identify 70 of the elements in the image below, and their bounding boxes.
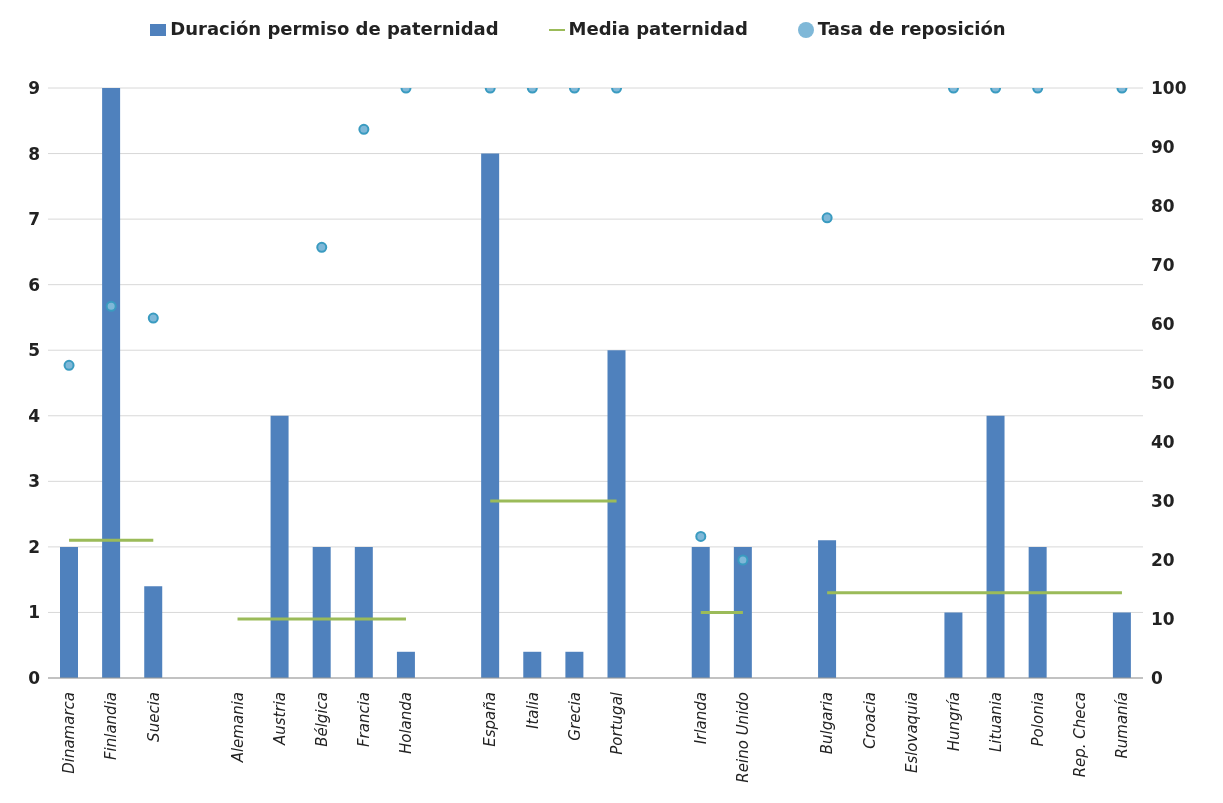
x-tick-label: Bulgaria (818, 692, 837, 755)
point (105, 300, 117, 312)
x-tick-label: Austria (270, 692, 289, 746)
y-tick-label: 3 (28, 471, 40, 492)
bar (354, 546, 373, 678)
x-tick-label: Lituania (986, 692, 1005, 752)
x-tick-label: Portugal (607, 691, 626, 755)
bar (60, 546, 78, 678)
y2-tick-label: 50 (1151, 373, 1175, 394)
y-tick-label: 6 (28, 274, 40, 295)
legend-label: Duración permiso de paternidad (170, 18, 499, 39)
y2-tick-label: 30 (1151, 491, 1175, 512)
x-tick-label: Irlanda (692, 692, 711, 745)
bar (270, 415, 289, 678)
bar (733, 546, 752, 678)
x-tick-label: Polonia (1028, 692, 1047, 747)
y-tick-label: 0 (28, 668, 41, 689)
x-tick-label: Bélgica (313, 692, 331, 747)
point (316, 241, 328, 253)
bar (396, 651, 415, 678)
x-tick-label: Grecia (565, 692, 584, 741)
y-tick-label: 5 (28, 340, 40, 361)
bar (607, 350, 626, 678)
x-tick-label: Francia (355, 692, 374, 748)
legend-label: Tasa de reposición (817, 18, 1006, 39)
bar (312, 546, 331, 678)
bar (691, 546, 710, 678)
x-tick-label: España (481, 692, 500, 747)
point (147, 312, 159, 324)
y-tick-label: 1 (28, 602, 40, 623)
legend-label: Media paternidad (568, 18, 748, 39)
bar (481, 153, 500, 678)
y2-tick-label: 20 (1151, 550, 1175, 571)
x-tick-label: Eslovaquia (902, 692, 921, 774)
x-tick-label: Hungría (944, 692, 963, 752)
bar (523, 651, 542, 678)
y2-tick-label: 80 (1151, 196, 1175, 217)
bar (944, 612, 963, 678)
bar (818, 540, 837, 678)
y2-tick-label: 40 (1151, 432, 1175, 453)
x-tick-label: Alemania (228, 692, 247, 764)
bar (1112, 612, 1131, 678)
bar (102, 88, 121, 678)
x-tick-label: Dinamarca (60, 692, 79, 774)
y2-tick-label: 0 (1151, 668, 1163, 689)
y-tick-label: 2 (28, 536, 40, 557)
point (821, 212, 833, 224)
y-tick-label: 7 (28, 209, 40, 230)
point (63, 359, 75, 371)
y2-tick-label: 90 (1151, 137, 1175, 158)
y-tick-label: 9 (28, 78, 40, 99)
y-tick-label: 4 (28, 405, 41, 426)
y2-tick-label: 10 (1151, 609, 1175, 630)
y2-tick-label: 60 (1151, 314, 1175, 335)
y2-tick-label: 100 (1151, 78, 1187, 99)
x-tick-label: Rep. Checa (1071, 692, 1090, 778)
x-tick-label: Suecia (144, 692, 163, 742)
y2-tick-label: 70 (1151, 255, 1175, 276)
x-tick-label: Croacia (860, 692, 879, 749)
y-tick-label: 8 (28, 143, 40, 164)
x-tick-label: Finlandia (102, 692, 121, 761)
bar (144, 586, 163, 678)
x-tick-label: Rumanía (1113, 692, 1132, 759)
point (695, 530, 707, 542)
x-tick-label: Holanda (397, 692, 416, 755)
bar (986, 415, 1005, 678)
bar (565, 651, 584, 678)
x-tick-label: Italia (523, 692, 542, 730)
x-tick-label: Reino Unido (734, 692, 753, 783)
bar (1028, 546, 1047, 678)
